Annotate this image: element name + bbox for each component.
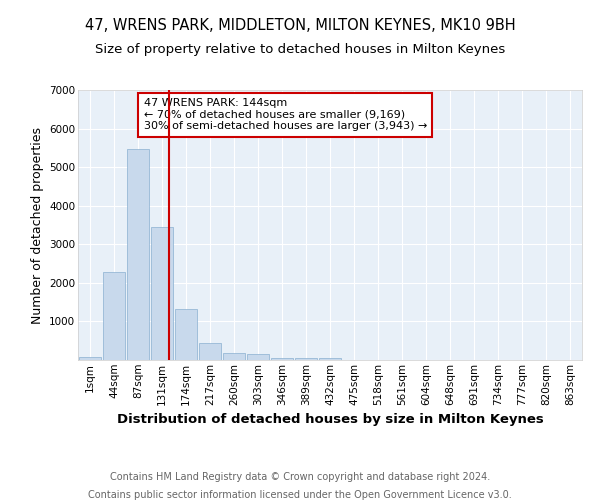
Bar (199, 343, 221, 360)
Bar (223, 353, 245, 360)
Bar (103, 272, 125, 360)
Text: Contains HM Land Registry data © Crown copyright and database right 2024.: Contains HM Land Registry data © Crown c… (110, 472, 490, 482)
Y-axis label: Number of detached properties: Number of detached properties (31, 126, 44, 324)
Bar (319, 358, 341, 360)
X-axis label: Distribution of detached houses by size in Milton Keynes: Distribution of detached houses by size … (116, 413, 544, 426)
Text: 47 WRENS PARK: 144sqm
← 70% of detached houses are smaller (9,169)
30% of semi-d: 47 WRENS PARK: 144sqm ← 70% of detached … (143, 98, 427, 132)
Bar (79, 357, 101, 360)
Text: 47, WRENS PARK, MIDDLETON, MILTON KEYNES, MK10 9BH: 47, WRENS PARK, MIDDLETON, MILTON KEYNES… (85, 18, 515, 32)
Bar (127, 148, 149, 360)
Bar (247, 354, 269, 360)
Bar (271, 358, 293, 360)
Bar (175, 309, 197, 360)
Bar (295, 358, 317, 360)
Text: Contains public sector information licensed under the Open Government Licence v3: Contains public sector information licen… (88, 490, 512, 500)
Text: Size of property relative to detached houses in Milton Keynes: Size of property relative to detached ho… (95, 42, 505, 56)
Bar (151, 228, 173, 360)
